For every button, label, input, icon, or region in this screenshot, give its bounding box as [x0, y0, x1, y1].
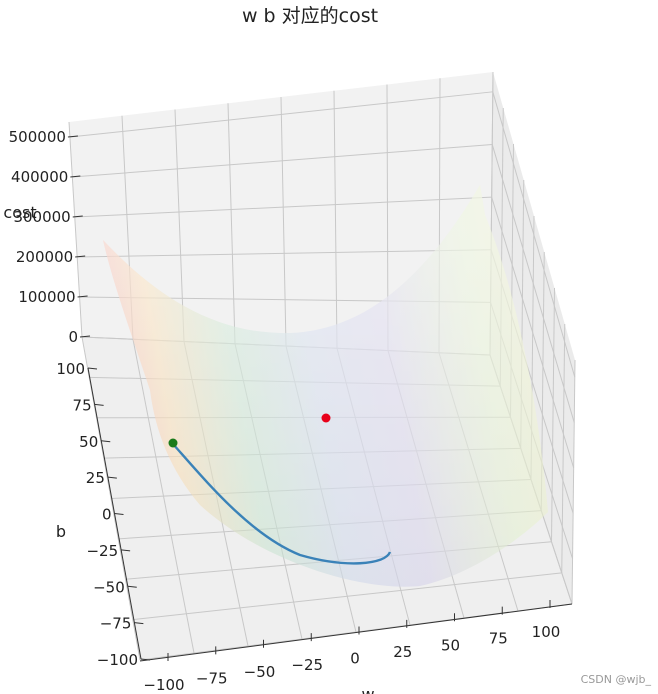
z-axis-label: cost	[3, 203, 36, 222]
descent-path	[172, 443, 392, 565]
z-tick-mark	[79, 335, 91, 338]
minimum-point	[321, 413, 331, 423]
y-tick-mark	[114, 513, 124, 515]
y-axis-line	[87, 367, 142, 660]
z-tick-mark	[67, 135, 78, 138]
z-tick-mark	[72, 215, 83, 218]
grid-line	[561, 323, 566, 573]
y-tick-mark	[134, 622, 144, 625]
y-tick-mark	[101, 440, 111, 443]
z-tick-label: 200000	[16, 248, 73, 266]
x-tick-label: 50	[441, 636, 460, 654]
chart-title: w b 对应的cost	[242, 5, 378, 27]
x-tick-label: 0	[350, 650, 360, 668]
grid-line	[280, 96, 287, 347]
grid-line	[132, 572, 562, 621]
y-tick-label: 100	[56, 360, 85, 378]
y-tick-mark	[127, 585, 137, 588]
x-tick-label: −25	[291, 656, 323, 674]
x-tick-label: −100	[143, 676, 184, 694]
x-tick-label: −75	[196, 669, 228, 687]
y-tick-label: −25	[86, 542, 118, 560]
x-axis-ticks: −100 −75 −50 −25 0 25 50 75 100	[139, 600, 573, 694]
y-tick-label: −50	[93, 578, 125, 596]
y-tick-label: −100	[97, 651, 138, 669]
grid-line	[492, 91, 576, 378]
surface-highlight	[103, 185, 548, 587]
z-tick-mark	[77, 295, 88, 298]
grid-line	[491, 144, 575, 423]
z-tick-label: 300000	[13, 208, 70, 226]
start-point	[168, 438, 178, 448]
y-tick-mark	[87, 367, 98, 370]
y-tick-label: −75	[100, 615, 132, 633]
x-tick-label: 25	[393, 643, 412, 661]
grid-line	[77, 249, 492, 258]
y-tick-label: 75	[73, 396, 92, 414]
y-tick-label: 50	[79, 433, 98, 451]
grid-line	[72, 143, 493, 178]
grid-line	[68, 121, 83, 338]
y-tick-label: 25	[86, 469, 105, 487]
y-axis-ticks: −100 −75 −50 −25 0 25 50 75 100	[56, 360, 151, 669]
grid-line	[333, 90, 338, 349]
z-tick-label: 400000	[11, 168, 68, 186]
x-tick-label: 100	[532, 623, 561, 641]
cost-surface	[103, 185, 548, 587]
grid-line	[551, 287, 555, 542]
grid-line	[74, 196, 492, 218]
grid-line	[491, 196, 575, 468]
z-tick-label: 100000	[18, 288, 75, 306]
x-tick-label: −50	[244, 663, 276, 681]
z-tick-label: 500000	[9, 128, 66, 146]
grid-line	[69, 91, 493, 138]
x-axis-label: w	[361, 685, 374, 694]
x-tick-label: 75	[489, 630, 508, 648]
z-tick-label: 0	[68, 328, 78, 346]
grid-line	[174, 109, 185, 342]
z-axis-ticks: 0 100000 200000 300000 400000 500000	[9, 128, 91, 346]
grid-line	[571, 359, 576, 605]
y-tick-label: 0	[102, 506, 112, 524]
watermark: CSDN @wjb_	[581, 673, 652, 686]
grid-line	[227, 103, 236, 344]
x-axis-line	[139, 603, 573, 662]
y-axis-label: b	[56, 522, 66, 541]
z-tick-mark	[70, 175, 81, 178]
y-tick-mark	[94, 403, 104, 406]
y-tick-mark	[121, 549, 131, 552]
z-tick-mark	[75, 255, 86, 258]
y-tick-mark	[107, 476, 117, 479]
